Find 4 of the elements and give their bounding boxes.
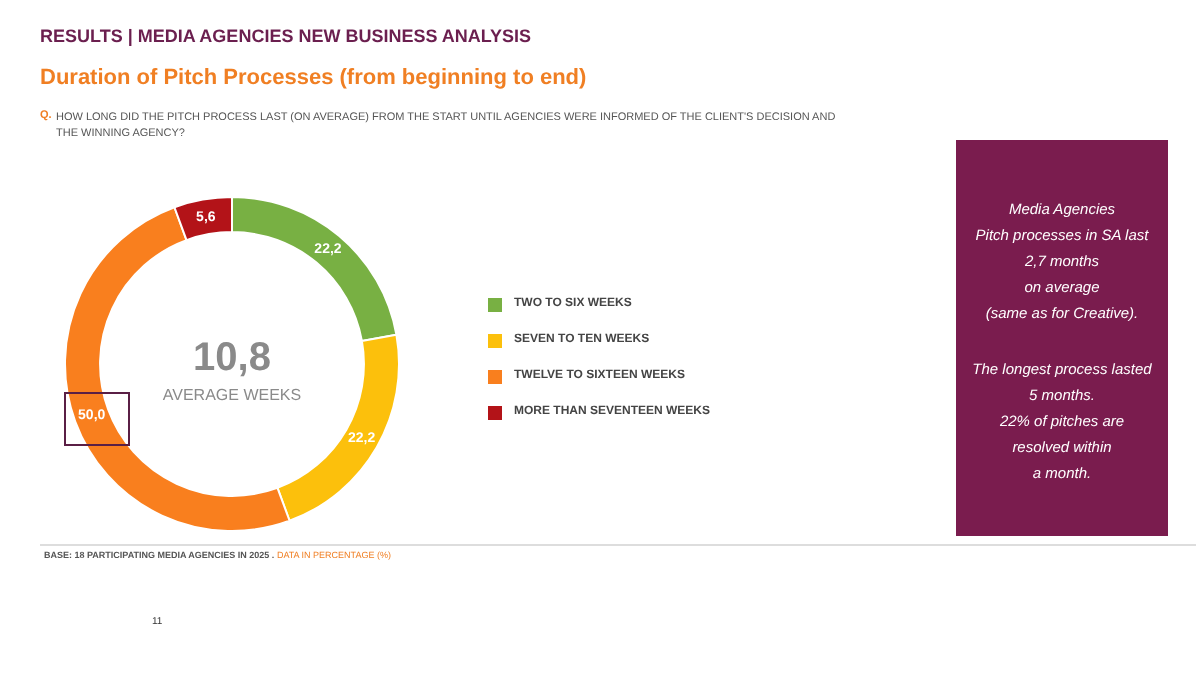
- text: AVERAGE WEEKS: [160, 386, 304, 404]
- chart-title: RESULTS | MEDIA AGENCIES NEW BUSINESS ANALYSIS: [40, 26, 532, 46]
- chart-subtitle: Duration of Pitch Processes (from beginning to end): [40, 66, 587, 90]
- text: 10,8: [191, 336, 273, 382]
